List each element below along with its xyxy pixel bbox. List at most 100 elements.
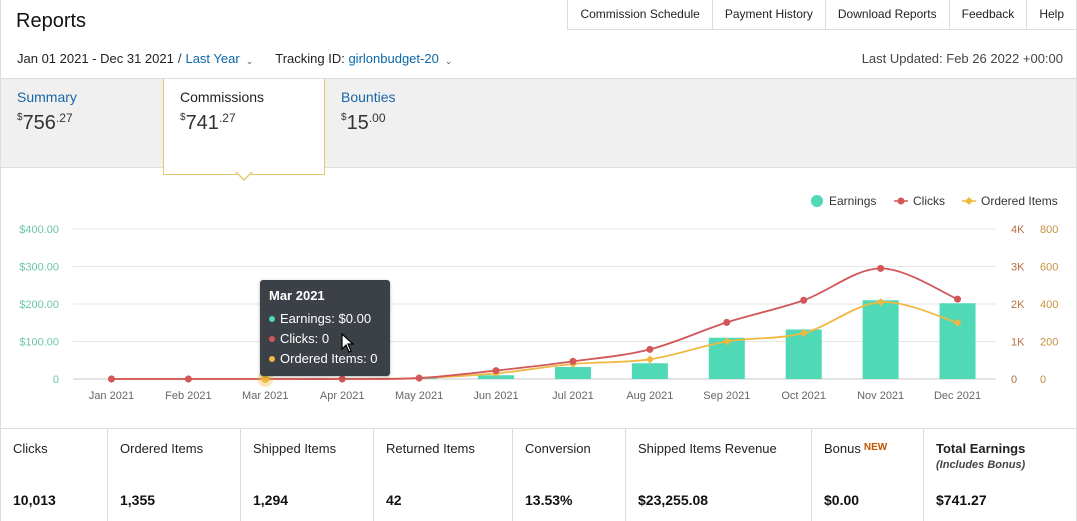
x-axis-tick: Dec 2021: [934, 390, 981, 402]
dot-icon: [269, 316, 275, 322]
tab-commissions-label: Commissions: [180, 89, 265, 105]
bar: [862, 300, 899, 379]
stat-label: Ordered Items: [120, 441, 204, 456]
stats-bar: Clicks 10,013 Ordered Items 1,355 Shippe…: [1, 428, 1076, 521]
earnings-chart: 0 0 0 $100.00 1K 200 $200.00 2K 400 $300.00 3K 600 $…: [19, 194, 1058, 402]
series-line-clicks: [111, 267, 958, 380]
point-clicks: [492, 367, 500, 375]
stat-label: Bonus NEW: [824, 441, 888, 456]
nav-commission-schedule[interactable]: Commission Schedule: [568, 0, 713, 30]
tooltip-row-earnings: Earnings: $0.00: [269, 309, 381, 329]
stat-label: Total Earnings: [936, 441, 1026, 456]
stat-value: 10,013: [13, 492, 56, 508]
earnings-tabs: Summary $756.27 Commissions $741.27 Boun…: [1, 78, 1076, 175]
right-axis-clicks-tick: 2K: [1011, 299, 1025, 311]
point-ordered-items: [953, 318, 962, 327]
point-clicks: [107, 375, 115, 383]
tab-bounties[interactable]: Bounties $15.00: [325, 79, 487, 169]
page-title: Reports: [16, 10, 87, 32]
hover-point: [261, 375, 270, 383]
x-axis-tick: Aug 2021: [626, 390, 673, 402]
point-ordered-items: [722, 337, 731, 346]
series-line-ordered-items: [111, 301, 958, 380]
stat-label: Returned Items: [386, 441, 475, 456]
nav-payment-history[interactable]: Payment History: [713, 0, 826, 30]
right-axis-clicks-tick: 4K: [1011, 224, 1025, 236]
point-clicks: [184, 375, 192, 383]
tracking-label: Tracking ID:: [275, 51, 345, 66]
chevron-down-icon: ⌄: [444, 56, 453, 66]
point-clicks: [646, 345, 654, 353]
right-axis-items-tick: 800: [1040, 224, 1058, 236]
filter-bar: Jan 01 2021 - Dec 31 2021 / Last Year ⌄ T…: [17, 51, 452, 66]
stat-label: Clicks: [13, 441, 48, 456]
right-axis-clicks-tick: 1K: [1011, 337, 1025, 349]
dot-icon: [269, 356, 275, 362]
stat-value: 13.53%: [525, 492, 573, 508]
x-axis-tick: Feb 2021: [165, 390, 211, 402]
nav-help[interactable]: Help: [1039, 7, 1064, 21]
bar: [939, 303, 976, 379]
date-range: Jan 01 2021 - Dec 31 2021: [17, 51, 174, 66]
right-axis-clicks-tick: 3K: [1011, 262, 1025, 274]
date-preset-label: Last Year: [185, 51, 240, 66]
legend-marker: [965, 197, 973, 205]
tab-bounties-label: Bounties: [341, 89, 396, 105]
point-clicks: [877, 264, 885, 272]
x-axis-tick: Nov 2021: [857, 390, 904, 402]
stat-value: $23,255.08: [638, 492, 709, 508]
tooltip-row-ordered: Ordered Items: 0: [269, 349, 381, 369]
stat-ordered-items: Ordered Items 1,355: [108, 429, 241, 521]
chart-tooltip: Mar 2021 Earnings: $0.00 Clicks: 0 Order…: [260, 280, 390, 376]
point-ordered-items: [876, 298, 885, 307]
left-axis-tick: $100.00: [19, 337, 59, 349]
x-axis-tick: Jul 2021: [552, 390, 594, 402]
date-separator: /: [177, 51, 182, 66]
x-axis-tick: Jan 2021: [89, 390, 134, 402]
chevron-down-icon: ⌄: [245, 56, 254, 66]
nav-download-reports[interactable]: Download Reports: [826, 0, 950, 30]
point-clicks: [800, 296, 808, 304]
tracking-id-value: girlonbudget-20: [348, 51, 439, 66]
tooltip-title: Mar 2021: [269, 288, 325, 303]
date-preset-dropdown[interactable]: Last Year ⌄: [185, 51, 253, 66]
stat-bonus: Bonus NEW $0.00: [812, 429, 924, 521]
bar: [785, 329, 822, 379]
stat-sublabel: (Includes Bonus): [936, 459, 1026, 471]
x-axis-tick: Apr 2021: [320, 390, 365, 402]
x-axis-tick: Jun 2021: [473, 390, 518, 402]
right-axis-items-tick: 0: [1040, 374, 1046, 386]
tab-summary[interactable]: Summary $756.27: [1, 79, 163, 169]
tab-summary-amount: $756.27: [17, 111, 73, 134]
right-axis-items-tick: 400: [1040, 299, 1058, 311]
stat-value: $0.00: [824, 492, 860, 508]
point-clicks: [569, 357, 577, 365]
left-axis-tick: $200.00: [19, 299, 59, 311]
x-axis-tick: Sep 2021: [703, 390, 750, 402]
tooltip-row-clicks: Clicks: 0: [269, 329, 381, 349]
right-axis-items-tick: 200: [1040, 337, 1058, 349]
stat-total-earnings: Total Earnings (Includes Bonus) $741.27: [924, 429, 1076, 521]
stat-label: Conversion: [525, 441, 591, 456]
point-clicks: [415, 374, 423, 382]
nav-feedback[interactable]: Feedback: [950, 0, 1028, 30]
tab-summary-label: Summary: [17, 89, 77, 105]
legend-label: Earnings: [829, 194, 876, 208]
right-axis-items-tick: 600: [1040, 262, 1058, 274]
tab-commissions-amount: $741.27: [180, 111, 236, 134]
left-axis-tick: $400.00: [19, 224, 59, 236]
tracking-id-dropdown[interactable]: girlonbudget-20 ⌄: [348, 51, 452, 66]
stat-value: 42: [386, 492, 402, 508]
legend-label: Clicks: [913, 194, 945, 208]
x-axis-tick: Oct 2021: [781, 390, 826, 402]
legend-label: Ordered Items: [981, 194, 1058, 208]
stat-shipped-items: Shipped Items 1,294: [241, 429, 374, 521]
stat-label: Shipped Items Revenue: [638, 441, 777, 456]
left-axis-tick: 0: [53, 374, 59, 386]
stat-value: 1,355: [120, 492, 156, 508]
stat-conversion: Conversion 13.53%: [513, 429, 626, 521]
point-ordered-items: [645, 355, 654, 364]
bar: [554, 367, 591, 379]
stat-shipped-revenue: Shipped Items Revenue $23,255.08: [626, 429, 812, 521]
tab-commissions[interactable]: Commissions $741.27: [163, 79, 325, 175]
